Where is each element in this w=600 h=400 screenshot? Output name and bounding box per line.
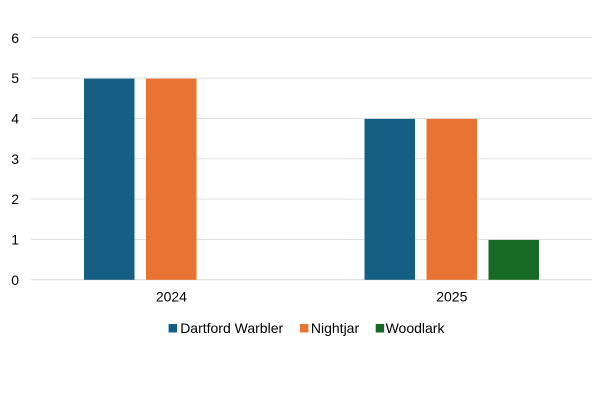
svg-text:3: 3 <box>11 151 19 167</box>
svg-text:2025: 2025 <box>436 289 467 305</box>
svg-text:1: 1 <box>11 232 19 248</box>
svg-text:Dartford Warbler: Dartford Warbler <box>180 320 283 336</box>
svg-text:0: 0 <box>11 272 19 288</box>
svg-text:2024: 2024 <box>156 289 187 305</box>
svg-text:Woodlark: Woodlark <box>386 320 446 336</box>
svg-text:Nightjar: Nightjar <box>311 320 360 336</box>
svg-text:4: 4 <box>11 111 19 127</box>
svg-text:5: 5 <box>11 70 19 86</box>
svg-text:6: 6 <box>11 30 19 46</box>
svg-text:2: 2 <box>11 191 19 207</box>
